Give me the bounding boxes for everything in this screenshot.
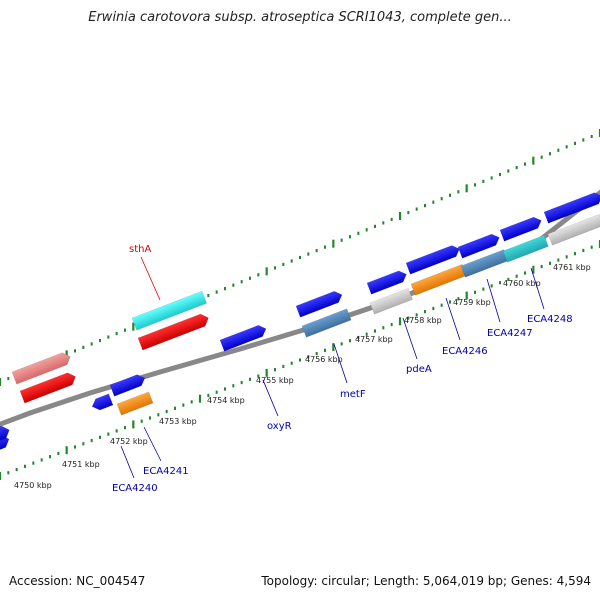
scale-label: 4755 kbp [256,376,294,385]
gene-label-leader [402,317,418,360]
gene-feature[interactable] [457,232,502,259]
gene-labels: sthA ECA4240 ECA4241 oxyR metF pdeA ECA4246 ECA… [112,244,573,494]
gene-feature[interactable] [369,287,413,315]
gene-feature[interactable] [0,424,12,453]
gene-label[interactable]: ECA4247 [487,328,533,339]
gene-label-leader [143,426,162,462]
gene-feature[interactable] [405,243,462,275]
scale-label: 4761 kbp [553,263,591,272]
gene-feature[interactable] [295,289,344,318]
gene-feature[interactable] [90,393,114,412]
gene-label-leader [530,267,545,310]
accession-text: Accession: NC_004547 [9,574,146,588]
gene-feature[interactable] [219,323,268,352]
gene-feature[interactable] [301,308,352,338]
scale-label: 4758 kbp [404,316,442,325]
genome-title: Erwinia carotovora subsp. atroseptica SC… [88,10,512,25]
gene-feature[interactable] [547,213,600,246]
gene-label[interactable]: ECA4248 [527,314,573,325]
gene-label-leader [486,278,501,323]
scale-label: 4754 kbp [207,396,245,405]
gene-feature[interactable] [131,290,208,331]
gene-label[interactable]: sthA [129,244,151,255]
gene-label[interactable]: metF [340,389,366,400]
scale-label: 4752 kbp [110,437,148,446]
scale-label: 4757 kbp [355,335,393,344]
genome-summary-text: Topology: circular; Length: 5,064,019 bp… [261,574,591,588]
gene-label[interactable]: ECA4241 [143,466,189,477]
gene-label[interactable]: pdeA [406,364,432,375]
gene-features [0,190,600,464]
gene-feature[interactable] [11,350,73,385]
inner-tick-track [0,240,600,480]
gene-feature[interactable] [366,269,409,295]
gene-feature[interactable] [502,234,549,263]
scale-label: 4751 kbp [62,460,100,469]
scale-label: 4756 kbp [305,355,343,364]
scale-label: 4760 kbp [503,279,541,288]
gene-label-leader [333,343,348,384]
gene-feature[interactable] [19,371,78,404]
scale-label: 4759 kbp [453,298,491,307]
gene-label[interactable]: ECA4240 [112,483,158,494]
scale-labels: 4750 kbp 4751 kbp 4752 kbp 4753 kbp 4754 kbp… [14,263,591,490]
scale-label: 4750 kbp [14,481,52,490]
gene-feature[interactable] [0,433,11,464]
gene-label[interactable]: oxyR [267,421,292,432]
gene-feature[interactable] [543,190,600,224]
gene-feature[interactable] [137,312,211,351]
scale-label: 4753 kbp [159,417,197,426]
gene-label-leader [140,256,161,301]
gene-feature[interactable] [109,372,147,397]
gene-label[interactable]: ECA4246 [442,346,488,357]
gene-feature[interactable] [499,215,544,242]
gene-label-leader [120,445,135,479]
gene-feature[interactable] [116,391,154,416]
gene-label-leader [262,379,279,417]
gene-label-leader [445,297,461,341]
